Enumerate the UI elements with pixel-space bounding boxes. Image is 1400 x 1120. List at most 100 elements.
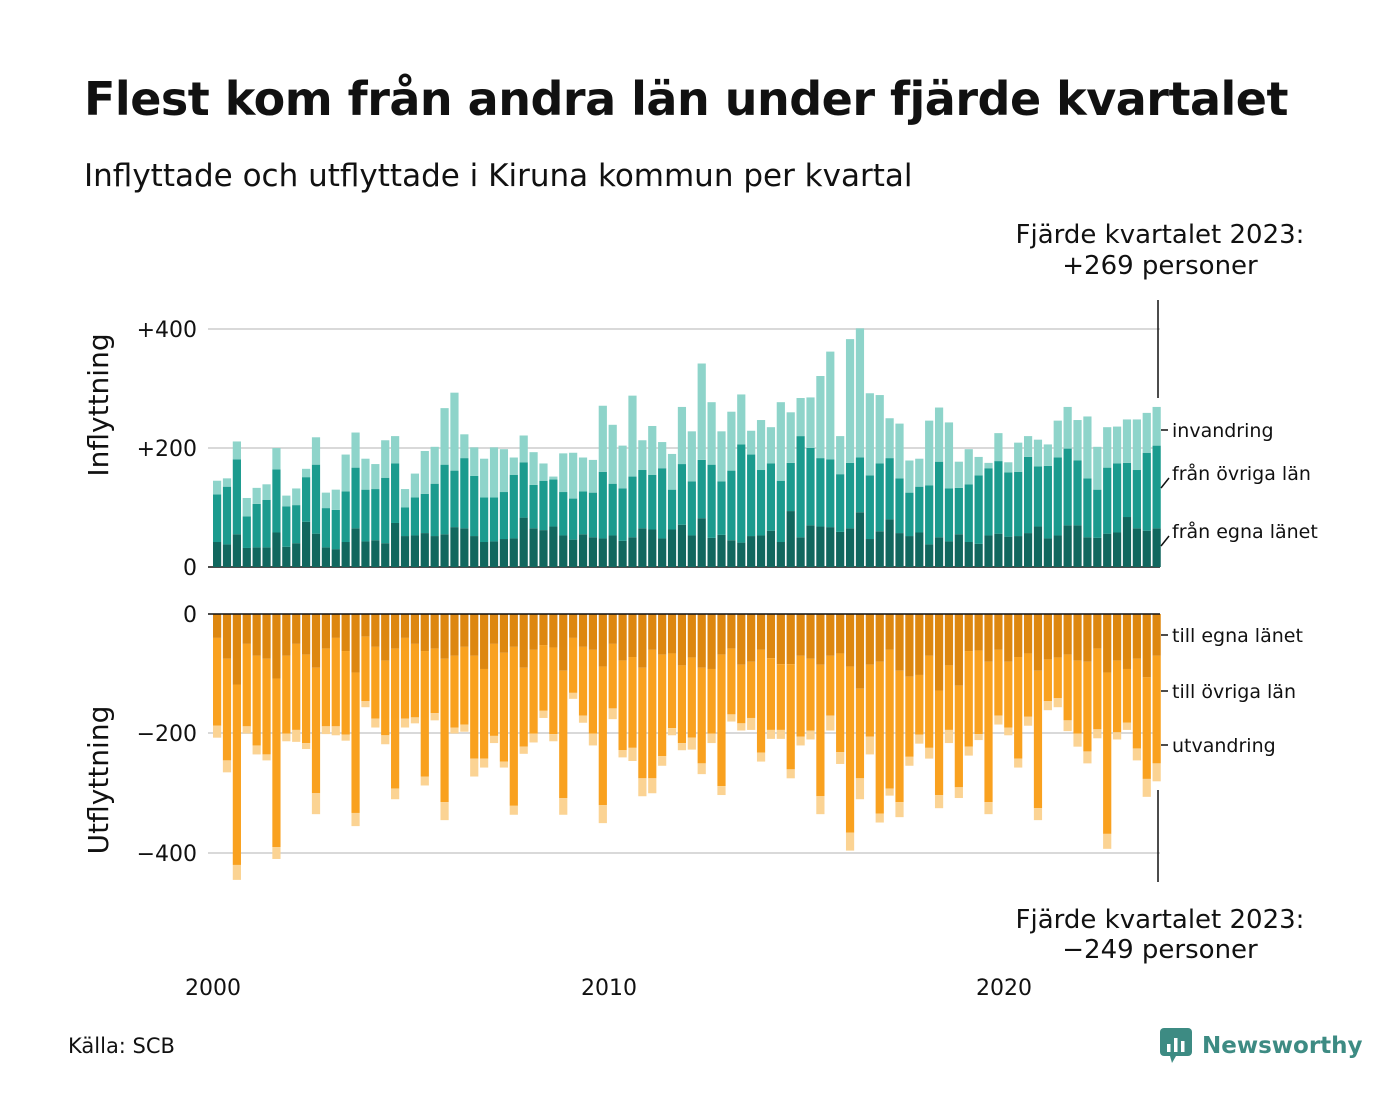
out-bar-utvandring-9	[302, 743, 311, 750]
in-bar-invandring-42	[628, 395, 637, 477]
in-bar-invandring-21	[420, 450, 429, 494]
newsworthy-logo-icon	[1160, 1028, 1192, 1063]
out-bar-ovriga-76	[964, 651, 973, 747]
in-bar-ovriga-35	[559, 492, 568, 536]
out-bar-ovriga-16	[371, 646, 380, 719]
in-bar-ovriga-18	[391, 463, 400, 523]
in-bar-invandring-13	[341, 454, 350, 492]
out-bar-egna-0	[213, 614, 222, 638]
in-bar-ovriga-12	[331, 509, 340, 550]
out-bar-ovriga-31	[519, 667, 528, 747]
in-bar-ovriga-79	[994, 461, 1003, 534]
out-bar-utvandring-63	[836, 752, 845, 764]
out-bar-egna-95	[1152, 614, 1161, 656]
in-bar-egna-53	[737, 542, 746, 567]
out-bar-utvandring-77	[974, 734, 983, 741]
out-bar-utvandring-80	[1004, 727, 1013, 736]
out-bar-utvandring-54	[747, 717, 756, 730]
in-bar-ovriga-17	[381, 477, 390, 544]
in-bar-ovriga-54	[747, 454, 756, 537]
out-bar-egna-44	[648, 614, 657, 650]
in-bar-ovriga-21	[420, 493, 429, 534]
in-bar-invandring-59	[796, 398, 805, 437]
out-bar-egna-16	[371, 614, 380, 647]
in-bar-invandring-48	[687, 431, 696, 482]
in-bar-ovriga-10	[311, 464, 321, 534]
out-bar-ovriga-75	[954, 685, 963, 788]
in-bar-ovriga-66	[865, 475, 874, 540]
in-bar-invandring-75	[954, 461, 963, 488]
in-bar-egna-3	[242, 547, 251, 567]
out-bar-utvandring-53	[737, 723, 746, 731]
in-bar-invandring-70	[905, 460, 914, 493]
out-bar-egna-40	[608, 614, 617, 644]
in-bar-invandring-20	[410, 473, 419, 498]
in-bar-invandring-49	[697, 363, 706, 460]
out-bar-ovriga-7	[282, 655, 291, 734]
in-bar-ovriga-84	[1043, 465, 1052, 539]
in-bar-ovriga-55	[756, 470, 766, 536]
out-bar-ovriga-36	[569, 637, 578, 693]
out-bar-egna-81	[1014, 614, 1023, 658]
out-bar-egna-71	[915, 614, 924, 675]
in-bar-egna-23	[440, 534, 449, 567]
in-bar-egna-62	[826, 527, 835, 567]
in-bar-egna-19	[400, 536, 410, 567]
out-bar-ovriga-77	[974, 650, 983, 735]
in-bar-egna-68	[885, 519, 894, 567]
in-bar-invandring-67	[875, 395, 884, 464]
in-bar-invandring-66	[865, 393, 874, 476]
in-bar-ovriga-67	[875, 463, 884, 532]
out-bar-ovriga-82	[1023, 653, 1033, 717]
out-bar-egna-50	[707, 614, 716, 669]
in-bar-invandring-87	[1073, 420, 1082, 461]
out-bar-egna-93	[1132, 614, 1141, 659]
in-bar-ovriga-57	[776, 480, 785, 543]
out-bar-egna-57	[776, 614, 785, 665]
chart-title: Flest kom från andra län under fjärde kv…	[84, 72, 1288, 126]
in-bar-egna-37	[578, 534, 588, 567]
in-bar-egna-25	[460, 528, 469, 567]
out-bar-ovriga-50	[707, 668, 716, 734]
in-bar-ovriga-28	[489, 497, 499, 542]
in-bar-invandring-61	[816, 376, 825, 459]
in-bar-egna-64	[845, 528, 855, 567]
in-bar-ovriga-48	[687, 481, 696, 536]
in-bar-egna-79	[994, 533, 1003, 567]
in-bar-egna-21	[420, 533, 429, 567]
out-bar-utvandring-78	[984, 802, 993, 815]
in-bar-ovriga-61	[816, 458, 825, 527]
out-bar-utvandring-31	[519, 746, 528, 754]
in-bar-egna-34	[549, 526, 558, 567]
out-bar-utvandring-83	[1033, 808, 1043, 821]
out-bar-utvandring-84	[1043, 701, 1052, 711]
in-bar-ovriga-86	[1063, 448, 1072, 526]
in-bar-egna-82	[1023, 533, 1033, 567]
out-bar-egna-90	[1103, 614, 1112, 673]
in-bar-invandring-24	[450, 392, 459, 471]
in-bar-invandring-85	[1053, 420, 1062, 458]
out-bar-egna-12	[331, 614, 340, 638]
in-bar-invandring-73	[934, 407, 944, 462]
in-bar-ovriga-72	[925, 485, 934, 545]
in-bar-ovriga-20	[410, 497, 419, 536]
out-bar-ovriga-41	[618, 660, 627, 751]
in-bar-ovriga-33	[539, 480, 548, 531]
out-bar-egna-55	[756, 614, 766, 650]
in-bar-ovriga-58	[786, 462, 795, 512]
in-bar-invandring-43	[638, 440, 647, 471]
in-bar-ovriga-31	[519, 462, 528, 518]
out-bar-utvandring-38	[588, 733, 598, 746]
out-bar-utvandring-69	[895, 802, 904, 818]
in-bar-invandring-44	[648, 425, 657, 475]
outflow-ytick-0: 0	[183, 603, 197, 628]
in-bar-ovriga-90	[1103, 467, 1112, 534]
in-bar-ovriga-78	[984, 468, 993, 536]
in-bar-ovriga-52	[727, 470, 736, 541]
in-bar-invandring-83	[1033, 439, 1043, 467]
out-bar-egna-18	[391, 614, 400, 649]
out-bar-ovriga-32	[529, 649, 538, 734]
out-bar-ovriga-79	[994, 649, 1003, 716]
out-bar-egna-82	[1023, 614, 1033, 654]
in-bar-egna-83	[1033, 526, 1043, 567]
